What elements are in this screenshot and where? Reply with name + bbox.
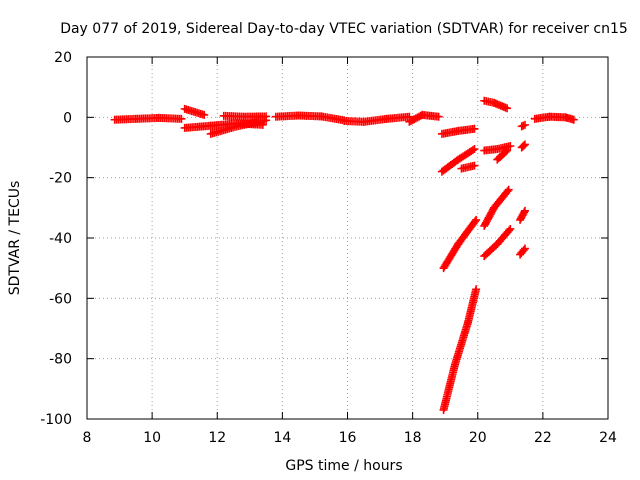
data-series-segment — [180, 104, 209, 119]
data-series-segment — [437, 124, 479, 138]
data-series-segment — [493, 146, 512, 164]
y-tick-label: -60 — [49, 291, 72, 307]
data-point — [505, 226, 514, 235]
x-axis-label: GPS time / hours — [285, 458, 402, 474]
x-tick-label: 8 — [83, 430, 92, 446]
data-point — [471, 217, 480, 226]
x-tick-label: 10 — [143, 430, 161, 446]
data-series-segment — [480, 141, 515, 155]
x-tick-label: 12 — [208, 430, 226, 446]
data-point — [520, 244, 529, 253]
data-point — [519, 246, 528, 255]
x-tick-label: 24 — [599, 430, 617, 446]
data-point — [262, 112, 271, 121]
data-point — [520, 120, 529, 129]
data-series-segment — [480, 185, 513, 230]
axis-ticks — [86, 56, 609, 420]
x-tick-label: 18 — [404, 430, 422, 446]
data-point — [503, 146, 512, 155]
data-point — [503, 187, 512, 196]
data-series-segment — [517, 140, 529, 152]
data-point — [520, 140, 529, 149]
x-tick-label: 22 — [534, 430, 552, 446]
data-series-segment — [480, 224, 515, 261]
data-series-segment — [439, 285, 481, 414]
data-series-segment — [437, 145, 479, 176]
y-tick-label: -80 — [49, 352, 72, 368]
data-point — [503, 104, 512, 113]
data-point — [569, 115, 578, 124]
data-series-segment — [405, 110, 443, 126]
data-series-segment — [516, 206, 529, 224]
data-point — [520, 206, 529, 215]
data-point — [200, 110, 209, 119]
data-point — [506, 224, 515, 233]
y-tick-labels: 20 0 -20 -40 -60 -80 -100 — [40, 50, 72, 428]
x-tick-label: 16 — [339, 430, 357, 446]
data-series-segment — [271, 111, 349, 125]
chart-title: Day 077 of 2019, Sidereal Day-to-day VTE… — [60, 21, 628, 37]
data-series-segment — [439, 215, 481, 273]
data-point — [472, 215, 481, 224]
data-points — [110, 96, 578, 414]
x-tick-label: 20 — [469, 430, 487, 446]
data-point — [501, 147, 510, 156]
data-point — [470, 145, 479, 154]
data-point — [520, 208, 529, 217]
grid-lines — [87, 57, 608, 419]
data-series-segment — [516, 244, 529, 259]
data-series-segment — [457, 161, 479, 173]
data-series-segment — [219, 111, 271, 121]
data-point — [468, 146, 477, 155]
data-series-segment — [480, 96, 512, 113]
data-point — [472, 285, 481, 294]
data-point — [177, 114, 186, 123]
y-tick-label: -40 — [49, 231, 72, 247]
data-point — [506, 141, 515, 150]
y-tick-label: 0 — [63, 110, 72, 126]
data-point — [470, 161, 479, 170]
data-series-segment — [340, 112, 414, 126]
y-axis-label: SDTVAR / TECUs — [7, 181, 23, 296]
data-point — [470, 124, 479, 133]
x-tick-label: 14 — [273, 430, 291, 446]
data-point — [434, 112, 443, 121]
y-tick-label: -20 — [49, 171, 72, 187]
data-series-segment — [206, 116, 271, 138]
data-point — [504, 185, 513, 194]
data-series-segment — [110, 113, 186, 124]
x-tick-labels: 8 10 12 14 16 18 20 22 24 — [83, 430, 617, 446]
data-point — [519, 141, 528, 150]
data-series-segment — [517, 120, 529, 131]
data-series-segment — [530, 112, 578, 124]
y-tick-label: -100 — [40, 412, 72, 428]
y-tick-label: 20 — [54, 50, 72, 66]
